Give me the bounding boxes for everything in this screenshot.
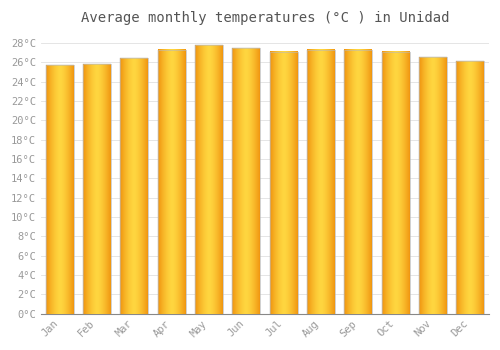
Bar <box>195 45 223 314</box>
Bar <box>344 50 372 314</box>
Bar <box>382 51 409 314</box>
Bar <box>195 45 223 314</box>
Bar <box>307 50 335 314</box>
Bar <box>456 61 484 314</box>
Bar <box>120 58 148 314</box>
Bar <box>419 57 447 314</box>
Bar <box>344 50 372 314</box>
Bar <box>232 48 260 314</box>
Bar <box>232 48 260 314</box>
Bar <box>270 51 297 314</box>
Bar <box>419 57 447 314</box>
Bar <box>46 65 74 314</box>
Bar <box>83 64 111 314</box>
Bar <box>120 58 148 314</box>
Bar <box>456 61 484 314</box>
Bar <box>382 51 409 314</box>
Bar <box>270 51 297 314</box>
Title: Average monthly temperatures (°C ) in Unidad: Average monthly temperatures (°C ) in Un… <box>80 11 449 25</box>
Bar <box>46 65 74 314</box>
Bar <box>83 64 111 314</box>
Bar <box>158 50 186 314</box>
Bar <box>307 50 335 314</box>
Bar <box>158 50 186 314</box>
